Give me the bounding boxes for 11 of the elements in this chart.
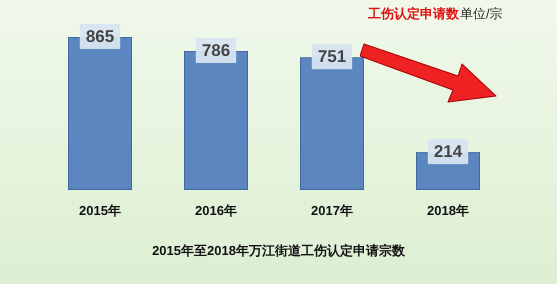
- data-label: 865: [86, 27, 114, 46]
- x-tick-label: 2018年: [427, 203, 469, 218]
- text: 工伤认定申请数: [367, 6, 460, 21]
- x-tick-label: 2017年: [311, 203, 353, 218]
- text: 单位/宗: [460, 6, 503, 21]
- x-tick-label: 2015年: [79, 203, 121, 218]
- x-tick-label: 2016年: [195, 203, 237, 218]
- data-label: 214: [434, 142, 463, 162]
- data-label: 786: [202, 41, 230, 60]
- data-label: 751: [318, 47, 346, 66]
- text: 2015年至2018年万江街道工伤认定申请宗数: [152, 243, 406, 258]
